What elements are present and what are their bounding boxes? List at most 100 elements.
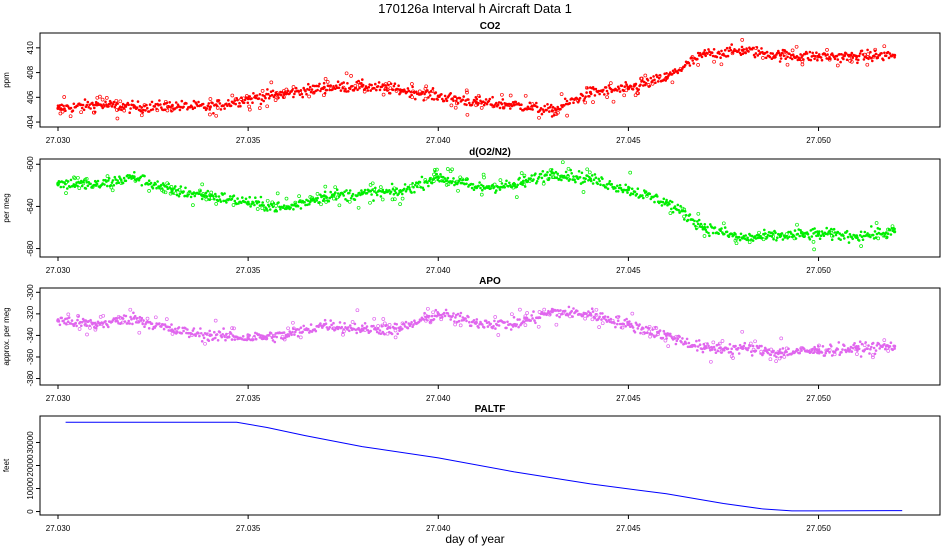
data-point	[342, 194, 346, 197]
data-point-outlier	[719, 62, 724, 67]
data-point	[537, 175, 541, 179]
data-point	[568, 178, 572, 181]
data-point-outlier	[393, 335, 398, 340]
data-point	[180, 332, 184, 335]
data-point	[184, 186, 187, 190]
data-point	[465, 103, 468, 107]
trend-point	[626, 323, 631, 327]
data-point	[750, 354, 754, 357]
data-point	[470, 103, 474, 107]
data-point	[259, 102, 263, 106]
data-point-outlier	[790, 48, 795, 53]
data-point-outlier	[885, 345, 890, 350]
data-point	[744, 234, 747, 237]
data-point-outlier	[859, 244, 863, 248]
data-point	[563, 97, 567, 101]
data-point	[869, 235, 872, 239]
data-point	[803, 235, 806, 238]
data-point	[200, 340, 204, 343]
data-point	[750, 350, 753, 354]
data-point	[720, 227, 723, 230]
data-point	[833, 57, 837, 61]
data-point	[212, 112, 215, 115]
trend-point	[816, 348, 821, 353]
data-point-outlier	[886, 349, 891, 353]
data-point	[323, 318, 327, 322]
data-point-outlier	[133, 179, 138, 183]
trend-point	[436, 175, 440, 179]
data-point	[293, 333, 296, 336]
data-point	[878, 227, 881, 231]
data-point	[76, 184, 79, 188]
data-point	[204, 191, 208, 195]
data-point	[346, 328, 349, 331]
data-point-outlier	[291, 326, 296, 331]
data-point	[696, 57, 699, 61]
data-point	[116, 320, 119, 323]
data-point	[650, 332, 653, 336]
data-point-outlier	[98, 94, 102, 99]
data-point	[613, 321, 616, 325]
data-point	[375, 88, 378, 92]
data-point	[743, 341, 747, 345]
data-point-outlier	[460, 177, 465, 182]
data-point	[621, 190, 625, 194]
data-point-outlier	[576, 99, 580, 103]
panel-title: PALTF	[475, 404, 506, 415]
data-point	[602, 88, 605, 92]
data-point	[631, 192, 635, 196]
data-point	[878, 347, 881, 350]
data-point	[617, 87, 621, 90]
data-point	[353, 322, 357, 326]
data-point-outlier	[213, 318, 218, 323]
data-point	[701, 350, 705, 354]
data-point	[355, 331, 359, 335]
data-point	[84, 187, 88, 190]
data-point-outlier	[501, 105, 506, 110]
data-point	[770, 57, 774, 60]
data-point	[226, 104, 229, 107]
data-point	[752, 53, 756, 57]
data-point	[438, 180, 441, 183]
data-point	[277, 201, 280, 204]
data-point	[430, 314, 434, 318]
data-point	[338, 321, 342, 324]
data-point	[491, 95, 494, 99]
data-point	[292, 95, 295, 99]
data-point-outlier	[777, 356, 782, 361]
data-point-outlier	[799, 230, 804, 235]
data-point	[412, 185, 415, 189]
data-point	[629, 322, 633, 326]
y-tick-label: 406	[26, 90, 35, 104]
data-point	[323, 190, 327, 194]
data-point	[150, 100, 154, 104]
data-point	[286, 89, 290, 93]
data-point	[471, 101, 475, 104]
data-point	[313, 200, 317, 203]
data-point	[866, 347, 869, 351]
data-point	[646, 79, 650, 82]
data-point-outlier	[717, 347, 722, 352]
data-point	[727, 235, 731, 238]
data-point	[799, 53, 802, 56]
data-point-outlier	[210, 196, 214, 200]
data-point	[559, 107, 562, 111]
data-point	[838, 232, 841, 235]
data-point	[868, 352, 871, 355]
data-point	[428, 314, 431, 318]
data-point	[737, 48, 741, 51]
data-point	[500, 182, 504, 185]
data-point-outlier	[740, 329, 745, 334]
data-point-outlier	[699, 224, 703, 228]
data-point	[529, 319, 532, 322]
data-point	[329, 319, 333, 322]
data-point-outlier	[464, 88, 469, 93]
data-point	[273, 340, 277, 344]
data-point	[838, 53, 841, 56]
data-point-outlier	[608, 81, 613, 85]
data-point	[404, 320, 408, 324]
data-point-outlier	[542, 307, 547, 312]
y-tick-label: -340	[26, 327, 35, 344]
data-point	[880, 52, 883, 55]
data-point	[729, 48, 733, 52]
